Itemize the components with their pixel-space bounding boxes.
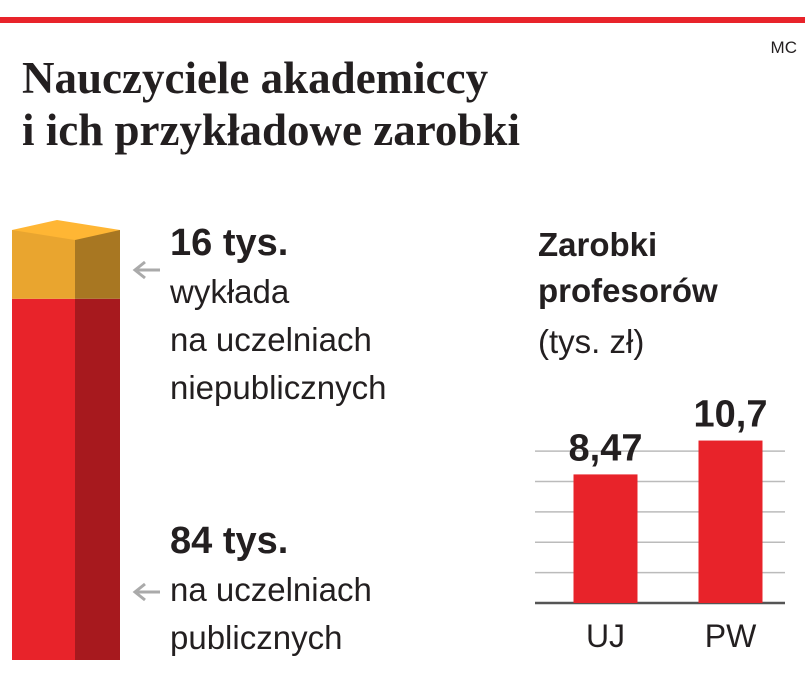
value-label: 8,47 [569, 427, 643, 469]
credit: MC [770, 38, 797, 57]
legend-label: wykłada na uczelniach niepublicznych [170, 273, 387, 406]
bar-segment-side [75, 298, 120, 660]
bar-segment-side [75, 230, 120, 299]
bar [698, 440, 763, 603]
legend-label: na uczelniach publicznych [170, 571, 372, 656]
top-rule [0, 17, 805, 23]
title: Nauczyciele akademiccy i ich przykładowe… [22, 53, 520, 155]
chart-title: Zarobki profesorów [538, 226, 718, 309]
bar-top [12, 220, 120, 240]
arrow [132, 582, 160, 602]
arrow [132, 260, 160, 280]
value-label: 10,7 [694, 394, 768, 436]
x-tick-label: PW [705, 618, 757, 654]
value-label: 16 tys. [170, 222, 289, 264]
bar-segment [12, 298, 75, 660]
chart-subtitle: (tys. zł) [538, 323, 645, 360]
x-tick-label: UJ [586, 618, 625, 654]
bar [573, 474, 638, 603]
value-label: 84 tys. [170, 520, 289, 562]
bar-segment [12, 230, 75, 299]
